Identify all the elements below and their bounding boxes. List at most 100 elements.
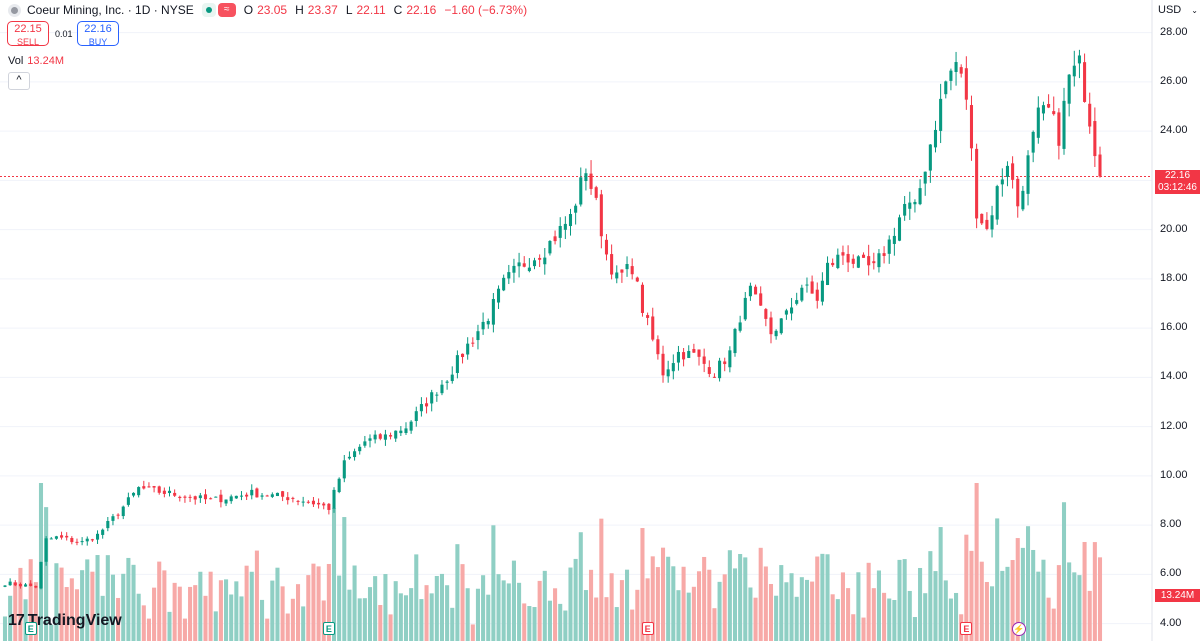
volume-bar [738, 554, 743, 641]
buy-label: BUY [88, 37, 108, 47]
volume-bar [964, 534, 969, 641]
candle-body [558, 225, 562, 238]
volume-bar [712, 608, 717, 641]
candles [3, 49, 1102, 590]
candle-body [712, 376, 716, 378]
split-event-icon[interactable]: ⚡ [1011, 622, 1026, 636]
volume-bar [177, 586, 182, 641]
volume-bar [1072, 572, 1077, 641]
candle-body [1052, 111, 1056, 115]
earnings-event-icon[interactable]: E [960, 622, 973, 635]
candle-body [425, 403, 429, 407]
candle-body [491, 299, 495, 325]
candle-body [733, 328, 737, 354]
volume-bar [912, 617, 917, 641]
candle-body [178, 496, 182, 499]
candle-body [949, 70, 953, 81]
volume-bar [326, 563, 331, 641]
candle-body [702, 356, 706, 364]
tradingview-logo-text: TradingView [27, 612, 122, 629]
candle-body [769, 317, 773, 335]
volume-bar [542, 570, 547, 641]
candle-body [265, 495, 269, 497]
candle-body [121, 506, 125, 517]
volume-bar [609, 573, 614, 641]
volume-bar [491, 525, 496, 641]
symbol-title[interactable]: Coeur Mining, Inc. · 1D · NYSE [27, 3, 194, 17]
volume-bar [1087, 590, 1092, 641]
volume-bar [414, 554, 419, 641]
currency-selector[interactable]: USD ⌄ [1158, 4, 1198, 16]
volume-bar [979, 561, 984, 641]
candle-body [748, 285, 752, 297]
y-tick-label: 12.00 [1160, 419, 1188, 432]
volume-legend[interactable]: Vol 13.24M [8, 55, 64, 67]
volume-bar [732, 568, 738, 641]
volume-bar [470, 624, 475, 641]
volume-bar [969, 550, 974, 641]
volume-bar [506, 583, 511, 641]
candle-body [13, 582, 17, 586]
volume-bar [496, 574, 501, 641]
volume-bar [352, 565, 357, 641]
volume-value: 13.24M [27, 55, 64, 67]
volume-bar [213, 611, 218, 641]
volume-bar [198, 571, 203, 641]
candle-body [1036, 107, 1040, 138]
volume-bar [157, 561, 162, 641]
volume-bar [702, 556, 707, 641]
candle-body [908, 202, 912, 209]
market-open-icon[interactable] [201, 3, 216, 17]
candle-body [255, 488, 259, 498]
candle-body [867, 256, 871, 266]
candle-body [553, 236, 557, 242]
volume-bar [28, 559, 33, 641]
candle-body [877, 253, 881, 268]
volume-bar [342, 517, 347, 641]
candle-body [933, 129, 938, 148]
volume-bar [193, 585, 198, 641]
collapse-legend-button[interactable]: ^ [8, 72, 30, 90]
y-tick-label: 28.00 [1160, 25, 1188, 38]
volume-bar [871, 588, 876, 641]
volume-bar [1010, 560, 1015, 641]
volume-bar [810, 581, 815, 641]
earnings-event-icon[interactable]: E [641, 622, 654, 635]
candle-body [507, 272, 511, 279]
volume-bar [804, 579, 810, 641]
earnings-event-icon[interactable]: E [24, 622, 37, 635]
volume-bar [1092, 542, 1097, 641]
candle-body [306, 501, 310, 503]
volume-bar [383, 574, 388, 641]
candle-body [856, 256, 860, 268]
volume-bar [409, 588, 414, 641]
volume-bar [717, 581, 722, 641]
candle-body [34, 585, 38, 588]
candle-body [589, 173, 593, 189]
candle-body [3, 585, 7, 587]
earnings-event-icon[interactable]: E [322, 622, 335, 635]
candle-body [183, 496, 187, 498]
volume-bar [234, 581, 239, 641]
sell-button[interactable]: 22.15 SELL [7, 21, 49, 47]
volume-bar [660, 547, 666, 641]
volume-bar [95, 555, 100, 641]
volume-bar [954, 592, 959, 641]
candle-body [800, 287, 804, 301]
flag-icon[interactable]: ≈ [217, 3, 236, 17]
volume-bar [290, 598, 295, 641]
volume-bar [517, 582, 522, 641]
candle-body [651, 316, 655, 340]
volume-bar [33, 582, 38, 641]
candle-body [728, 350, 732, 368]
volume-bar [630, 609, 635, 641]
tradingview-logo[interactable]: 17 TradingView [8, 612, 122, 630]
volume-bar [126, 557, 131, 641]
y-tick-label: 18.00 [1160, 271, 1188, 284]
volume-bar [928, 551, 933, 641]
buy-button[interactable]: 22.16 BUY [77, 21, 119, 47]
volume-bar [393, 581, 398, 641]
candle-body [1062, 100, 1066, 149]
volume-bar [501, 580, 506, 641]
